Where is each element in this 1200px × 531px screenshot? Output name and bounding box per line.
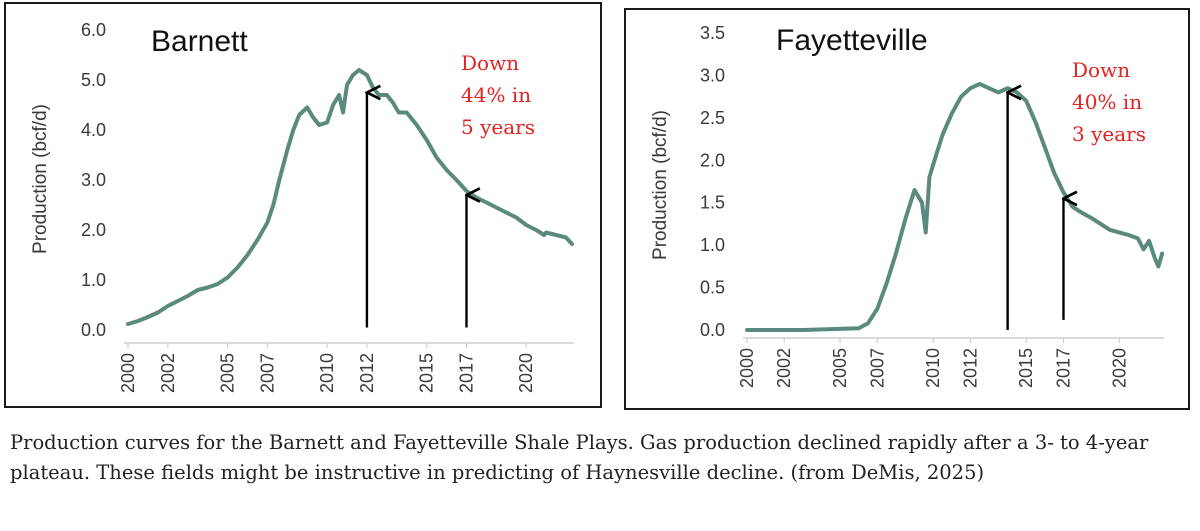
x-tick-label: 2020: [516, 353, 536, 393]
x-tick-label: 2015: [417, 353, 437, 393]
x-tick-label: 2010: [923, 348, 943, 388]
y-tick-label: 6.0: [81, 20, 106, 40]
x-tick-label: 2000: [118, 353, 138, 393]
x-tick-label: 2002: [158, 353, 178, 393]
x-tick-label: 2007: [257, 353, 277, 393]
production-line: [745, 81, 1165, 332]
decline-note: Down: [1072, 58, 1130, 82]
x-tick-label: 2002: [774, 348, 794, 388]
x-tick-label: 2000: [737, 348, 757, 388]
x-tick-label: 2012: [357, 353, 377, 393]
figure-caption: Production curves for the Barnett and Fa…: [10, 431, 1149, 484]
y-tick-label: 4.0: [81, 120, 106, 140]
x-tick-label: 2017: [456, 353, 476, 393]
x-tick-label: 2005: [218, 353, 238, 393]
y-axis-label: Production (bcf/d): [650, 110, 671, 260]
x-tick-label: 2012: [960, 348, 980, 388]
decline-note: 44% in: [461, 83, 531, 107]
decline-note: 3 years: [1072, 122, 1146, 146]
y-tick-label: 1.5: [700, 193, 725, 213]
chart-title: Fayetteville: [776, 24, 928, 57]
barnett-chart: Barnett Production (bcf/d) 0.0 1.0 2.0 3.0 4.0…: [30, 20, 574, 393]
x-tick-label: 2005: [830, 348, 850, 388]
x-tick-label: 2017: [1053, 348, 1073, 388]
y-tick-label: 0.0: [81, 320, 106, 340]
x-tick-label: 2015: [1016, 348, 1036, 388]
x-tick-label: 2007: [867, 348, 887, 388]
decline-note: 5 years: [461, 115, 535, 139]
y-tick-label: 2.5: [700, 108, 725, 128]
chart-title: Barnett: [151, 25, 248, 58]
y-tick-label: 1.0: [81, 270, 106, 290]
y-axis-label: Production (bcf/d): [30, 104, 51, 254]
decline-note: 40% in: [1072, 90, 1142, 114]
y-tick-label: 2.0: [81, 220, 106, 240]
y-tick-label: 1.0: [700, 235, 725, 255]
y-tick-label: 3.5: [700, 23, 725, 43]
y-tick-label: 3.0: [81, 170, 106, 190]
x-tick-label: 2020: [1109, 348, 1129, 388]
decline-note: Down: [461, 51, 519, 75]
y-tick-label: 3.0: [700, 65, 725, 85]
y-tick-label: 0.5: [700, 278, 725, 298]
fayetteville-chart: Fayetteville Production (bcf/d) 0.0 0.5 1.0 1…: [650, 23, 1165, 388]
x-tick-label: 2010: [317, 353, 337, 393]
fayetteville-chart-panel: Fayetteville Production (bcf/d) 0.0 0.5 1.0 1…: [624, 8, 1190, 410]
y-tick-label: 5.0: [81, 70, 106, 90]
y-tick-label: 2.0: [700, 150, 725, 170]
y-tick-label: 0.0: [700, 320, 725, 340]
barnett-chart-panel: Barnett Production (bcf/d) 0.0 1.0 2.0 3.0 4.0…: [4, 2, 602, 408]
production-line: [126, 68, 574, 326]
